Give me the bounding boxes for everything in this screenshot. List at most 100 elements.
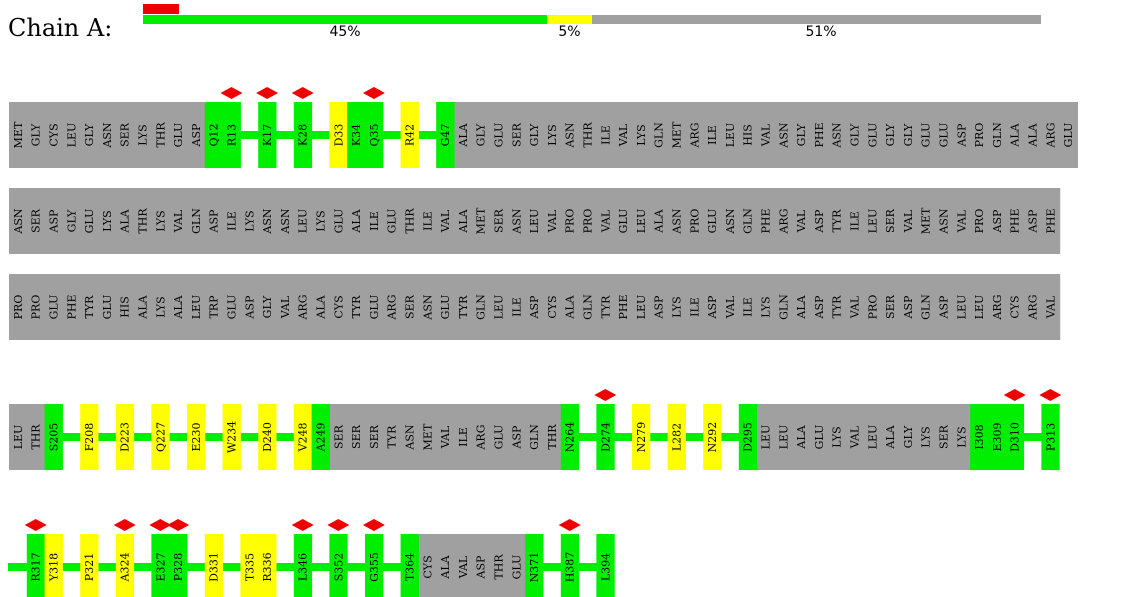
- backbone-connector: [577, 563, 598, 571]
- backbone-connector: [8, 563, 28, 571]
- residue-label: P328: [172, 553, 185, 581]
- unmodelled-segment: [9, 404, 46, 470]
- residue-label: LEU: [12, 425, 25, 450]
- unmodelled-segment: [9, 188, 1061, 254]
- residue-label: PRO: [688, 209, 701, 234]
- residue-label: ALA: [439, 554, 452, 579]
- residue-label: SER: [884, 294, 897, 319]
- unmodelled-segment: [329, 404, 562, 470]
- residue-label: LYS: [243, 210, 256, 231]
- residue-label: N292: [706, 422, 719, 453]
- residue-box-yellow: [204, 534, 224, 597]
- residue-label: PHE: [1009, 208, 1022, 233]
- residue-label: ASP: [813, 209, 826, 233]
- residue-label: ASP: [938, 295, 951, 319]
- residue-box-yellow: [329, 102, 348, 168]
- residue-label: GLY: [884, 123, 897, 146]
- residue-box-green: [293, 102, 313, 168]
- residue-label: LEU: [635, 295, 648, 320]
- residue-box-green: [329, 534, 348, 597]
- residue-label: VAL: [955, 209, 968, 233]
- residue-label: ASN: [101, 122, 114, 148]
- residue-label: ASP: [48, 209, 61, 233]
- residue-label: R42: [404, 124, 417, 146]
- residue-label: K17: [261, 124, 274, 146]
- residue-label: PRO: [30, 295, 43, 320]
- residue-label: ILE: [742, 297, 755, 317]
- residue-label: ILE: [457, 427, 470, 447]
- residue-label: LYS: [671, 296, 684, 317]
- residue-label: HIS: [119, 296, 132, 317]
- residue-label: ALA: [795, 294, 808, 319]
- residue-label: LEU: [973, 295, 986, 320]
- residue-label: GLN: [653, 122, 666, 148]
- residue-box-green: [560, 404, 580, 470]
- backbone-connector: [168, 433, 188, 441]
- residue-box-yellow: [222, 404, 241, 470]
- residue-label: ASN: [564, 122, 577, 148]
- outlier-diamond-icon: [149, 519, 172, 531]
- residue-label: ASP: [653, 295, 666, 319]
- residue-label: D240: [261, 422, 274, 452]
- residue-label: ALA: [137, 294, 150, 319]
- residue-box-green: [365, 534, 384, 597]
- backbone-connector: [381, 131, 402, 139]
- residue-label: CYS: [48, 123, 61, 146]
- residue-label: THR: [546, 424, 559, 450]
- summary-segment-good: [143, 15, 547, 24]
- residue-label: GLU: [172, 123, 185, 148]
- residue-label: VAL: [172, 209, 185, 233]
- residue-label: MET: [475, 207, 488, 234]
- residue-label: H387: [564, 552, 577, 583]
- residue-label: MET: [671, 121, 684, 148]
- residue-label: ALA: [653, 208, 666, 233]
- residue-label: ALA: [884, 424, 897, 449]
- residue-label: E309: [991, 422, 1004, 451]
- backbone-connector: [720, 433, 740, 441]
- residue-label: GLU: [386, 209, 399, 234]
- residue-label: GLN: [777, 294, 790, 320]
- residue-label: GLN: [475, 294, 488, 320]
- backbone-connector: [97, 563, 117, 571]
- residue-label: GLU: [510, 555, 523, 580]
- residue-label: LYS: [546, 124, 559, 145]
- residue-label: SER: [350, 424, 363, 449]
- residue-label: Q35: [368, 123, 381, 146]
- residue-box-green: [347, 102, 366, 168]
- backbone-connector: [381, 563, 402, 571]
- residue-box-green: [204, 102, 224, 168]
- residue-label: D33: [332, 124, 345, 147]
- residue-box-yellow: [115, 404, 135, 470]
- residue-label: VAL: [724, 295, 737, 319]
- residue-label: ILE: [421, 211, 434, 231]
- residue-label: N371: [528, 552, 541, 583]
- backbone-connector: [61, 563, 82, 571]
- residue-label: LEU: [866, 425, 879, 450]
- residue-label: GLU: [866, 123, 879, 148]
- residue-label: LYS: [154, 210, 167, 231]
- outlier-diamond-icon: [362, 519, 385, 531]
- residue-label: LEU: [866, 209, 879, 234]
- backbone-connector: [542, 563, 562, 571]
- residue-box-green: [738, 404, 758, 470]
- backbone-connector: [417, 131, 438, 139]
- backbone-connector: [684, 433, 705, 441]
- outlier-diamond-icon: [291, 519, 314, 531]
- residue-box-green: [365, 102, 384, 168]
- residue-label: GLN: [742, 208, 755, 234]
- residue-box-green: [1041, 404, 1060, 470]
- residue-box-green: [222, 102, 241, 168]
- outlier-diamond-icon: [24, 519, 47, 531]
- residue-label: ASN: [404, 424, 417, 450]
- summary-percent-good: 45%: [329, 24, 361, 40]
- residue-label: N264: [564, 422, 577, 453]
- summary-percent-poor: 51%: [805, 24, 837, 40]
- backbone-connector: [132, 563, 153, 571]
- residue-label: SER: [884, 208, 897, 233]
- residue-box-yellow: [258, 404, 277, 470]
- residue-label: ASN: [279, 208, 292, 234]
- residue-label: SER: [404, 294, 417, 319]
- residue-label: LYS: [315, 210, 328, 231]
- residue-label: R336: [261, 552, 274, 581]
- residue-label: GLY: [65, 209, 78, 232]
